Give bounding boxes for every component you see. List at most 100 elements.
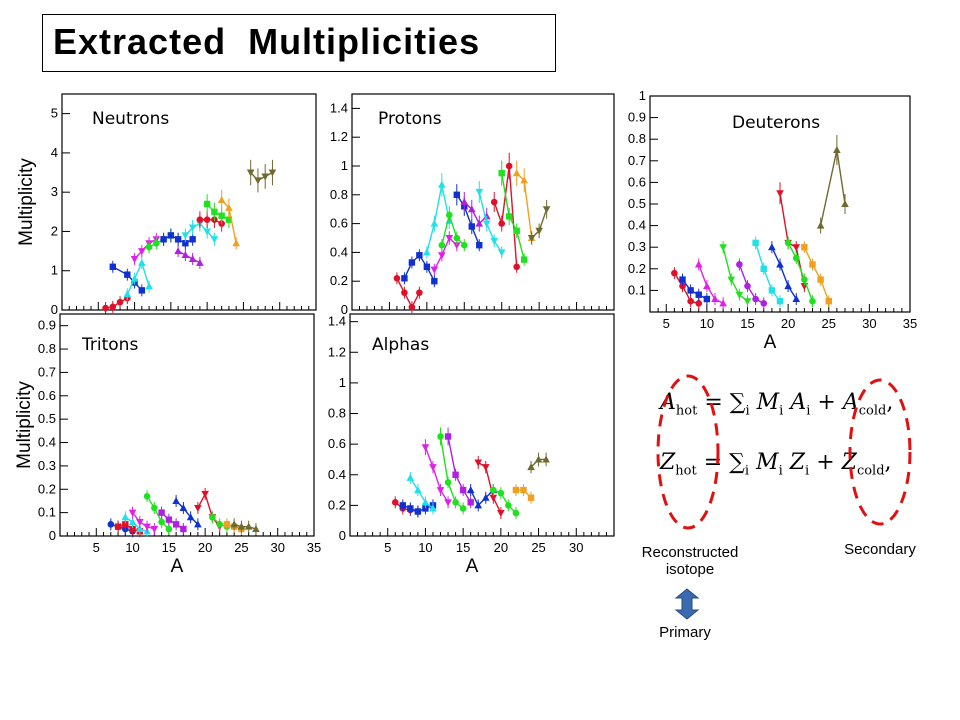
data-point — [244, 522, 253, 530]
y-tick-label: 0.3 — [38, 458, 56, 473]
data-point — [460, 241, 468, 249]
y-tick-label: 0.4 — [328, 467, 346, 482]
series — [196, 211, 225, 232]
series-line — [126, 260, 150, 295]
series — [158, 506, 187, 535]
series-line — [819, 149, 846, 226]
data-point — [703, 282, 711, 290]
x-tick-label: 35 — [307, 540, 321, 555]
data-point — [217, 196, 226, 204]
data-point — [512, 509, 520, 517]
y-tick-label: 0 — [51, 302, 58, 317]
data-point — [122, 521, 129, 528]
series — [671, 267, 703, 310]
data-point — [196, 258, 204, 266]
series-line — [681, 279, 708, 300]
data-point — [209, 514, 216, 521]
x-tick-label: 15 — [456, 540, 470, 555]
data-point — [809, 261, 816, 268]
series-line — [433, 236, 458, 271]
data-point — [237, 522, 246, 530]
data-point — [520, 486, 527, 494]
y-tick-label: 1 — [339, 375, 346, 390]
series — [423, 173, 454, 259]
plot-frame — [649, 95, 911, 313]
data-point — [768, 287, 776, 294]
data-point — [467, 205, 476, 213]
series — [160, 228, 196, 250]
series-line — [722, 247, 748, 302]
series-line — [117, 523, 141, 532]
data-point — [203, 200, 211, 208]
series — [512, 484, 535, 504]
y-tick-label: 0.8 — [628, 131, 646, 146]
data-point — [416, 252, 423, 259]
data-point — [422, 505, 429, 512]
data-point — [671, 269, 678, 277]
series-line — [110, 523, 133, 532]
data-point — [760, 300, 768, 307]
y-tick-label: 3 — [51, 184, 58, 199]
series-line — [754, 242, 781, 302]
y-tick-label: 4 — [51, 145, 58, 160]
data-point — [825, 298, 832, 305]
y-tick-label: 0.1 — [628, 282, 646, 297]
data-point — [136, 524, 144, 532]
data-point — [401, 275, 408, 282]
series — [444, 427, 474, 509]
data-point — [407, 506, 414, 514]
y-tick-label: 0.6 — [628, 174, 646, 189]
series-line — [132, 512, 155, 530]
data-point — [102, 304, 109, 312]
data-point — [421, 498, 430, 506]
y-tick-label: 0.2 — [328, 497, 346, 512]
series-line — [396, 277, 420, 309]
data-point — [460, 198, 469, 205]
data-point — [801, 244, 808, 251]
data-point — [430, 266, 439, 274]
data-point — [444, 499, 452, 507]
data-point — [196, 216, 204, 223]
series — [512, 160, 536, 245]
series — [399, 499, 437, 518]
y-tick-label: 0.8 — [328, 406, 346, 421]
data-point — [687, 297, 694, 305]
series — [406, 471, 437, 515]
data-point — [174, 236, 182, 243]
x-tick-label: 30 — [569, 540, 583, 555]
formula-row-a: Ahot = ∑i Mi Ai + Acold, — [660, 390, 894, 419]
series — [401, 249, 438, 288]
data-point — [512, 486, 520, 494]
data-point — [145, 240, 153, 248]
data-point — [230, 520, 238, 528]
data-point — [188, 254, 197, 262]
data-point — [520, 176, 528, 184]
y-axis-label: Multiplicity — [16, 158, 37, 246]
data-point — [453, 242, 461, 250]
data-point — [490, 486, 497, 494]
data-point — [467, 499, 474, 506]
data-point — [792, 254, 800, 262]
series-line — [501, 173, 525, 260]
formula-block: Ahot = ∑i Mi Ai + Acold, Zhot = ∑i Mi Zi… — [654, 380, 910, 500]
data-point — [399, 505, 407, 512]
series — [437, 427, 467, 515]
data-point — [180, 525, 187, 533]
series-line — [175, 500, 199, 525]
series-line — [146, 495, 170, 530]
x-tick-label: 20 — [494, 540, 508, 555]
series — [438, 206, 468, 252]
data-point — [461, 203, 468, 210]
data-point — [174, 247, 182, 255]
data-point — [129, 528, 136, 535]
data-point — [498, 170, 505, 177]
data-point — [414, 486, 422, 494]
x-tick-label: 5 — [384, 540, 391, 555]
series-line — [531, 208, 548, 239]
y-tick-label: 0.1 — [38, 505, 56, 520]
x-tick-label: 5 — [663, 316, 670, 331]
series — [194, 487, 224, 533]
data-point — [143, 527, 151, 535]
data-point — [261, 173, 269, 181]
series — [430, 231, 461, 276]
